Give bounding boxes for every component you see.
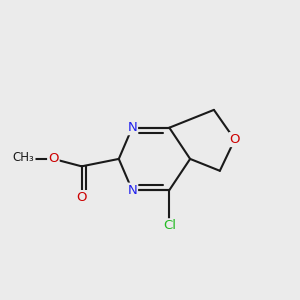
Text: O: O (48, 152, 59, 165)
Text: O: O (76, 191, 87, 204)
Text: O: O (230, 133, 240, 146)
Text: Cl: Cl (163, 219, 176, 232)
Text: CH₃: CH₃ (13, 151, 34, 164)
Text: N: N (127, 121, 137, 134)
Text: N: N (127, 184, 137, 196)
